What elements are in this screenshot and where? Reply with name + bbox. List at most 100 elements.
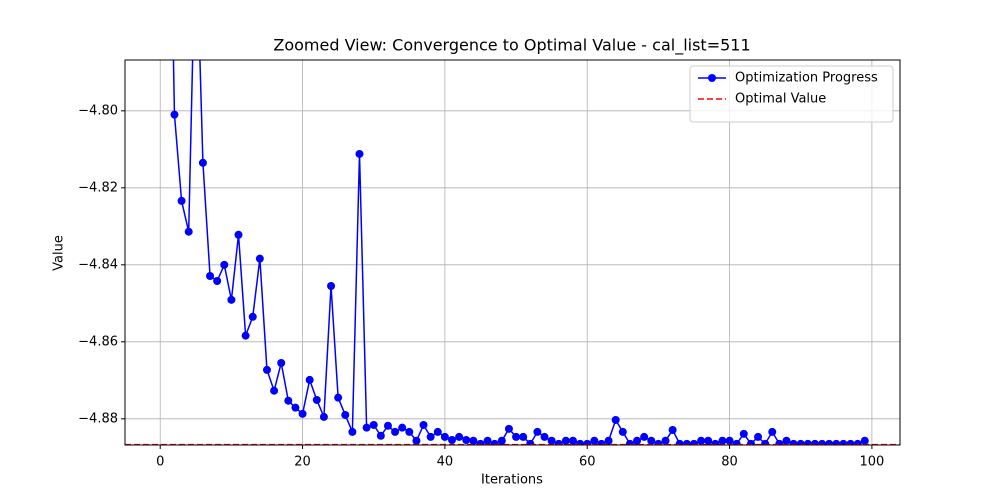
legend-box <box>689 65 894 123</box>
data-point <box>227 295 236 304</box>
legend-label: Optimization Progress <box>735 71 878 86</box>
data-point <box>462 435 471 444</box>
data-point <box>533 427 542 436</box>
chart-title: Zoomed View: Convergence to Optimal Valu… <box>273 36 750 56</box>
data-point <box>312 395 321 404</box>
data-point <box>860 436 869 445</box>
x-tick-label: 40 <box>437 455 454 470</box>
data-point <box>640 432 649 441</box>
data-point <box>718 436 727 445</box>
data-point <box>362 423 371 432</box>
data-point <box>391 427 400 436</box>
data-point <box>768 427 777 436</box>
data-point <box>433 427 442 436</box>
data-point <box>633 436 642 445</box>
data-point <box>319 412 328 421</box>
y-tick-label: −4.82 <box>78 180 118 195</box>
data-point <box>448 435 457 444</box>
data-point <box>825 439 834 445</box>
data-point <box>746 439 755 445</box>
data-point <box>405 427 414 436</box>
data-point <box>270 386 279 395</box>
data-point <box>334 393 343 402</box>
data-point <box>177 196 186 205</box>
data-point <box>604 436 613 445</box>
data-point <box>803 439 812 445</box>
data-point <box>583 439 592 445</box>
data-point <box>305 375 314 384</box>
data-point <box>675 439 684 445</box>
data-point <box>291 403 300 412</box>
data-point <box>775 439 784 445</box>
data-point <box>348 427 357 436</box>
data-point <box>818 439 827 445</box>
data-point <box>839 439 848 445</box>
data-point <box>647 436 656 445</box>
data-point <box>668 425 677 434</box>
data-point <box>704 436 713 445</box>
data-point <box>732 439 741 445</box>
data-point <box>561 436 570 445</box>
data-point <box>697 436 706 445</box>
data-point <box>682 439 691 445</box>
x-axis-label: Iterations <box>481 473 543 488</box>
data-point <box>341 410 350 419</box>
plot-frame <box>124 59 901 446</box>
data-point <box>590 436 599 445</box>
data-point <box>739 429 748 438</box>
data-point <box>426 432 435 441</box>
y-axis-label: Value <box>52 235 67 271</box>
data-point <box>689 439 698 445</box>
data-point <box>248 312 257 321</box>
x-tick-label: 20 <box>294 455 311 470</box>
data-point <box>540 432 549 441</box>
data-point <box>761 439 770 445</box>
data-point <box>611 415 620 424</box>
y-tick-label: −4.80 <box>78 103 118 118</box>
y-tick-label: −4.88 <box>78 411 118 426</box>
data-point <box>754 432 763 441</box>
data-point <box>455 432 464 441</box>
x-tick-label: 100 <box>859 455 884 470</box>
data-point <box>625 439 634 445</box>
data-point <box>832 439 841 445</box>
data-point <box>796 439 805 445</box>
data-point <box>711 439 720 445</box>
data-point <box>327 281 336 290</box>
data-point <box>483 436 492 445</box>
data-point <box>284 396 293 405</box>
data-point <box>554 439 563 445</box>
data-point <box>490 439 499 445</box>
data-point <box>661 436 670 445</box>
data-point <box>241 331 250 340</box>
data-point <box>547 436 556 445</box>
data-point <box>262 365 271 374</box>
data-point <box>440 432 449 441</box>
x-tick-label: 60 <box>579 455 596 470</box>
data-point <box>597 439 606 445</box>
data-point <box>519 432 528 441</box>
series-line <box>172 60 866 445</box>
data-point <box>170 110 179 119</box>
data-point <box>576 439 585 445</box>
data-point <box>220 260 229 269</box>
data-point <box>810 439 819 445</box>
data-point <box>213 276 222 285</box>
data-point <box>725 436 734 445</box>
data-point <box>789 439 798 445</box>
data-point <box>497 436 506 445</box>
data-point <box>298 409 307 418</box>
data-point <box>355 149 364 158</box>
data-point <box>376 431 385 440</box>
data-point <box>206 271 215 280</box>
data-point <box>398 423 407 432</box>
data-point <box>198 158 207 167</box>
data-point <box>568 436 577 445</box>
data-point <box>255 254 264 263</box>
data-point <box>504 424 513 433</box>
data-point <box>277 358 286 367</box>
y-tick-label: −4.86 <box>78 334 118 349</box>
data-point <box>853 439 862 445</box>
x-tick-label: 0 <box>156 455 164 470</box>
